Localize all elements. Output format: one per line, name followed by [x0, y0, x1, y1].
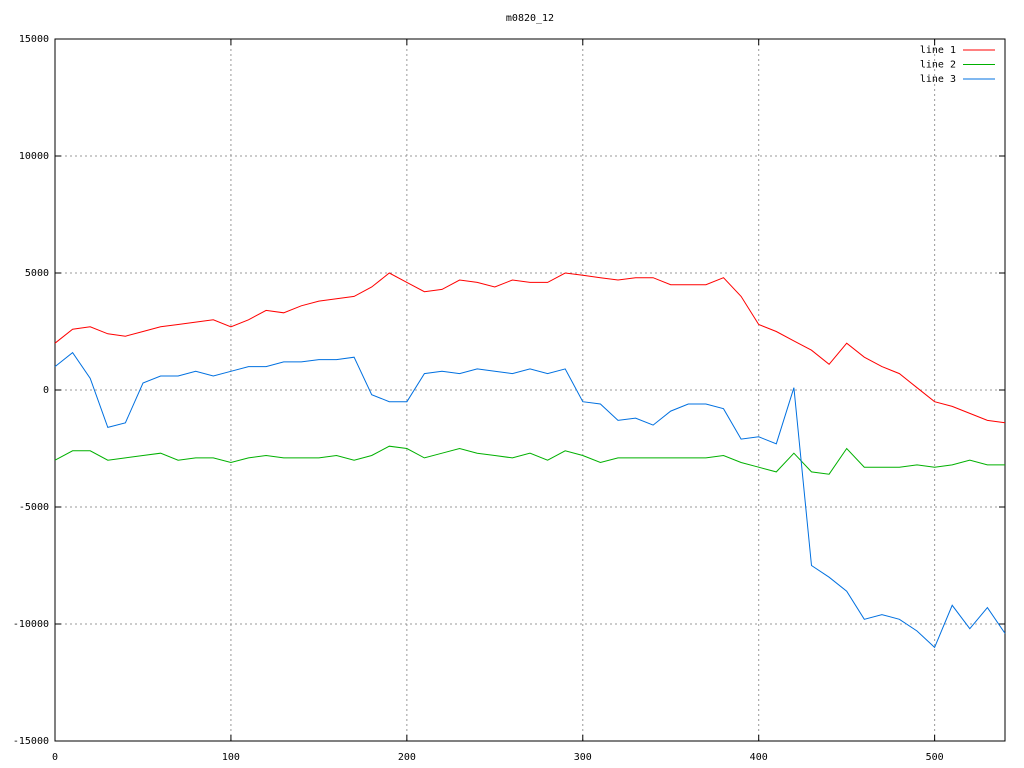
x-tick-label: 400: [750, 752, 768, 763]
series-line: [54, 272, 1006, 424]
x-tick-label: 200: [398, 752, 416, 763]
y-tick-label: -15000: [13, 736, 49, 747]
legend-label: line 1: [920, 45, 956, 56]
y-tick-label: -5000: [19, 502, 49, 513]
y-tick-label: 10000: [19, 151, 49, 162]
y-tick-label: -10000: [13, 619, 49, 630]
x-tick-label: 500: [926, 752, 944, 763]
x-tick-label: 100: [222, 752, 240, 763]
y-tick-label: 5000: [25, 268, 49, 279]
legend-label: line 2: [920, 60, 956, 71]
plot-frame: [54, 38, 1006, 742]
x-tick-label: 300: [574, 752, 592, 763]
chart-title: m0820_12: [506, 13, 554, 24]
y-tick-label: 0: [43, 385, 49, 396]
y-tick-label: 15000: [19, 34, 49, 45]
legend-label: line 3: [920, 74, 956, 85]
series-line: [54, 445, 1005, 475]
series-line: [54, 351, 1006, 649]
x-tick-label: 0: [52, 752, 58, 763]
